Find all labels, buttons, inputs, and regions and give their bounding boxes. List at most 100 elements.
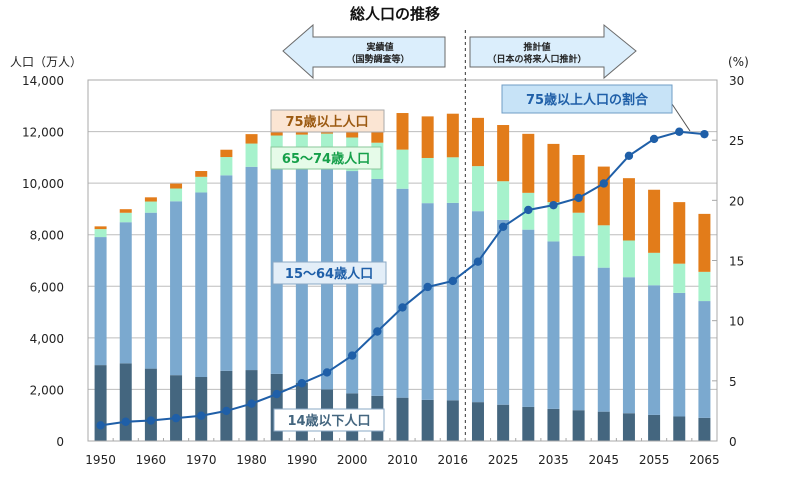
bar-segment-under14: [673, 416, 686, 441]
bar-segment-15-64: [119, 222, 132, 364]
x-tick-label: 2045: [589, 453, 620, 467]
bar-segment-65-74: [119, 212, 132, 223]
bar-segment-15-64: [497, 219, 510, 405]
bar-segment-under14: [170, 375, 183, 441]
actual-arrow-line1: 実績値: [366, 41, 393, 53]
label-under14-text: 14歳以下人口: [287, 413, 370, 429]
bar-segment-15-64: [622, 277, 635, 414]
bar-segment-65-74: [245, 143, 258, 167]
projection-arrow: 推計値 （日本の将来人口推計）: [469, 23, 637, 80]
bar-segment-15-64: [446, 202, 459, 401]
projection-arrow-line1: 推計値: [523, 41, 550, 53]
bar-segment-under14: [497, 404, 510, 441]
bar-segment-under14: [94, 365, 107, 441]
right-arrow-shape: [469, 23, 637, 80]
x-tick-label: 2025: [488, 453, 519, 467]
bar-segment-under14: [471, 402, 484, 441]
plot-frame: [87, 79, 718, 442]
bar-segment-65-74: [220, 157, 233, 176]
ratio-line: [96, 127, 709, 430]
x-tick-label: 2000: [337, 453, 368, 467]
ratio-point: [373, 327, 382, 336]
bar-segment-75plus: [119, 209, 132, 213]
bar-segment-65-74: [698, 271, 711, 302]
left-arrow-shape: [282, 23, 446, 80]
label-75plus-text: 75歳以上人口: [285, 114, 368, 130]
bar-segment-15-64: [94, 237, 107, 366]
ratio-point: [347, 351, 357, 360]
y-tick-label: 2,000: [30, 383, 64, 397]
bar-segment-75plus: [446, 113, 459, 158]
y-tick-label: 12,000: [22, 126, 64, 140]
ratio-point: [272, 389, 281, 399]
label-ratio-leader: [671, 103, 691, 132]
bar-segment-75plus: [471, 117, 484, 167]
bar-segment-15-64: [698, 301, 711, 418]
actual-arrow-line2: （国勢調査等）: [346, 53, 409, 65]
bar-segment-75plus: [245, 134, 258, 144]
bar-segment-under14: [547, 408, 560, 441]
right-axis-unit: (%): [728, 55, 749, 69]
bar-segment-15-64: [170, 201, 183, 376]
x-tick-label: 1990: [287, 453, 318, 467]
bar-segment-65-74: [421, 157, 434, 204]
bar-segment-65-74: [396, 149, 409, 189]
bar-segment-75plus: [220, 149, 233, 158]
label-75plus: 75歳以上人口: [270, 109, 385, 133]
bar-segment-15-64: [396, 188, 409, 398]
bar-segment-under14: [698, 417, 711, 441]
x-tick-label: 2010: [387, 453, 418, 467]
label-65-74-text: 65〜74歳人口: [282, 151, 370, 167]
bar-segment-65-74: [597, 225, 610, 268]
ratio-point: [197, 411, 206, 420]
bar-segment-under14: [572, 410, 585, 441]
bar-segment-75plus: [94, 226, 107, 230]
bar-segment-65-74: [446, 157, 459, 203]
bar-segment-15-64: [522, 229, 535, 407]
bar-segment-15-64: [195, 192, 208, 377]
ratio-point: [700, 129, 709, 139]
bar-segment-under14: [522, 406, 535, 441]
ratio-point: [675, 127, 684, 136]
bar-segment-under14: [144, 368, 157, 441]
bar-segment-75plus: [170, 183, 183, 189]
x-tick-label: 2055: [639, 453, 670, 467]
y-tick-label: 0: [56, 435, 64, 449]
label-ratio-text: 75歳以上人口の割合: [526, 92, 649, 108]
bar-segment-75plus: [522, 133, 535, 193]
bar-segment-75plus: [144, 197, 157, 202]
bar-segment-65-74: [497, 181, 510, 220]
x-tick-label: 2065: [689, 453, 720, 467]
x-tick-label: 1950: [85, 453, 116, 467]
bar-segment-75plus: [572, 154, 585, 213]
y2-tick-label: 0: [729, 435, 737, 449]
label-15-64: 15〜64歳人口: [272, 261, 387, 285]
y2-tick-label: 10: [729, 315, 744, 329]
label-under14: 14歳以下人口: [273, 408, 385, 432]
label-15-64-text: 15〜64歳人口: [285, 266, 373, 282]
bar-segment-65-74: [471, 166, 484, 212]
bar-segment-75plus: [421, 116, 434, 158]
bar-segment-under14: [396, 397, 409, 441]
ratio-point: [498, 222, 508, 232]
bar-segment-15-64: [572, 256, 585, 411]
ratio-point: [549, 200, 558, 210]
label-ratio: 75歳以上人口の割合: [501, 84, 691, 132]
bar-segment-65-74: [622, 240, 635, 278]
label-65-74-box: [270, 146, 382, 170]
bar-segment-65-74: [648, 252, 661, 286]
y2-tick-label: 30: [729, 74, 744, 88]
bar-segment-15-64: [245, 166, 258, 371]
bar-segment-65-74: [195, 176, 208, 193]
ratio-point: [146, 416, 156, 425]
bar-segment-65-74: [144, 201, 157, 213]
bar-segment-75plus: [597, 166, 610, 226]
y-tick-label: 10,000: [22, 177, 64, 191]
x-axis-ticks: 1950 1960 1970 1980 1990 2000 2010 2016 2025 2035…: [85, 438, 720, 467]
ratio-point: [121, 417, 130, 426]
ratio-point: [473, 257, 483, 266]
bar-segment-under14: [446, 400, 459, 441]
bar-segment-15-64: [648, 285, 661, 415]
bar-segment-65-74: [170, 188, 183, 202]
ratio-point: [398, 303, 407, 312]
